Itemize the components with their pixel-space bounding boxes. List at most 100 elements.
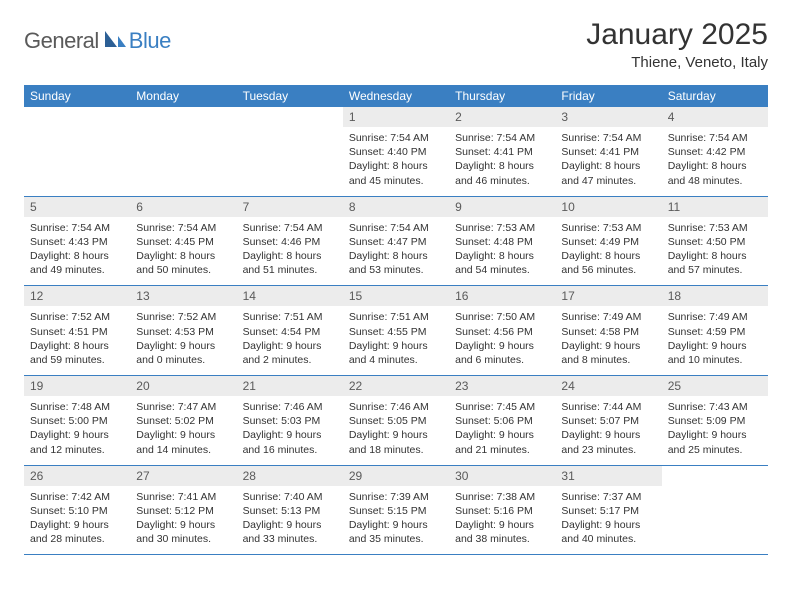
day-number-cell: 16: [449, 286, 555, 307]
day-info-cell: [24, 127, 130, 196]
day-number-cell: [24, 107, 130, 127]
day-number-cell: [662, 465, 768, 486]
day-number-cell: 13: [130, 286, 236, 307]
sunset-line: Sunset: 4:47 PM: [349, 235, 443, 249]
dow-sunday: Sunday: [24, 85, 130, 107]
sunrise-line: Sunrise: 7:48 AM: [30, 400, 124, 414]
day-info-cell: Sunrise: 7:50 AMSunset: 4:56 PMDaylight:…: [449, 306, 555, 375]
day-info-cell: Sunrise: 7:52 AMSunset: 4:51 PMDaylight:…: [24, 306, 130, 375]
daylight-line: Daylight: 8 hours and 46 minutes.: [455, 159, 549, 187]
calendar-grid: Sunday Monday Tuesday Wednesday Thursday…: [24, 85, 768, 555]
day-info-cell: Sunrise: 7:37 AMSunset: 5:17 PMDaylight:…: [555, 486, 661, 555]
day-number-cell: 2: [449, 107, 555, 127]
sunset-line: Sunset: 5:02 PM: [136, 414, 230, 428]
sunset-line: Sunset: 4:50 PM: [668, 235, 762, 249]
daylight-line: Daylight: 8 hours and 49 minutes.: [30, 249, 124, 277]
day-info-cell: Sunrise: 7:52 AMSunset: 4:53 PMDaylight:…: [130, 306, 236, 375]
daylight-line: Daylight: 8 hours and 45 minutes.: [349, 159, 443, 187]
day-info-cell: [130, 127, 236, 196]
daylight-line: Daylight: 9 hours and 4 minutes.: [349, 339, 443, 367]
dow-thursday: Thursday: [449, 85, 555, 107]
day-info-cell: Sunrise: 7:53 AMSunset: 4:48 PMDaylight:…: [449, 217, 555, 286]
day-number-cell: 19: [24, 376, 130, 397]
day-number-cell: 23: [449, 376, 555, 397]
sunrise-line: Sunrise: 7:42 AM: [30, 490, 124, 504]
daylight-line: Daylight: 9 hours and 18 minutes.: [349, 428, 443, 456]
sunrise-line: Sunrise: 7:46 AM: [349, 400, 443, 414]
sunset-line: Sunset: 4:49 PM: [561, 235, 655, 249]
daylight-line: Daylight: 9 hours and 25 minutes.: [668, 428, 762, 456]
title-block: January 2025 Thiene, Veneto, Italy: [586, 18, 768, 71]
day-number-cell: 30: [449, 465, 555, 486]
day-info-cell: [662, 486, 768, 555]
day-info-cell: Sunrise: 7:47 AMSunset: 5:02 PMDaylight:…: [130, 396, 236, 465]
daynum-row: 262728293031: [24, 465, 768, 486]
sunset-line: Sunset: 4:59 PM: [668, 325, 762, 339]
day-number-cell: 22: [343, 376, 449, 397]
sunrise-line: Sunrise: 7:40 AM: [243, 490, 337, 504]
calendar-body: 1234Sunrise: 7:54 AMSunset: 4:40 PMDayli…: [24, 107, 768, 555]
day-number-cell: 18: [662, 286, 768, 307]
sunset-line: Sunset: 5:05 PM: [349, 414, 443, 428]
sunset-line: Sunset: 4:40 PM: [349, 145, 443, 159]
sunrise-line: Sunrise: 7:51 AM: [243, 310, 337, 324]
sunset-line: Sunset: 4:53 PM: [136, 325, 230, 339]
day-number-cell: 8: [343, 196, 449, 217]
daylight-line: Daylight: 8 hours and 53 minutes.: [349, 249, 443, 277]
day-info-cell: Sunrise: 7:42 AMSunset: 5:10 PMDaylight:…: [24, 486, 130, 555]
day-number-cell: 20: [130, 376, 236, 397]
sunrise-line: Sunrise: 7:54 AM: [349, 221, 443, 235]
sunrise-line: Sunrise: 7:41 AM: [136, 490, 230, 504]
day-info-cell: Sunrise: 7:40 AMSunset: 5:13 PMDaylight:…: [237, 486, 343, 555]
location-subtitle: Thiene, Veneto, Italy: [586, 54, 768, 71]
day-info-cell: Sunrise: 7:54 AMSunset: 4:40 PMDaylight:…: [343, 127, 449, 196]
daylight-line: Daylight: 9 hours and 16 minutes.: [243, 428, 337, 456]
day-info-cell: Sunrise: 7:46 AMSunset: 5:03 PMDaylight:…: [237, 396, 343, 465]
sunset-line: Sunset: 4:58 PM: [561, 325, 655, 339]
sunrise-line: Sunrise: 7:52 AM: [30, 310, 124, 324]
day-info-cell: Sunrise: 7:38 AMSunset: 5:16 PMDaylight:…: [449, 486, 555, 555]
sunrise-line: Sunrise: 7:47 AM: [136, 400, 230, 414]
sunrise-line: Sunrise: 7:45 AM: [455, 400, 549, 414]
calendar-page: General Blue January 2025 Thiene, Veneto…: [0, 0, 792, 555]
day-info-cell: Sunrise: 7:41 AMSunset: 5:12 PMDaylight:…: [130, 486, 236, 555]
day-number-cell: 29: [343, 465, 449, 486]
day-number-cell: 4: [662, 107, 768, 127]
day-info-cell: Sunrise: 7:54 AMSunset: 4:46 PMDaylight:…: [237, 217, 343, 286]
sunrise-line: Sunrise: 7:39 AM: [349, 490, 443, 504]
daynum-row: 1234: [24, 107, 768, 127]
sunrise-line: Sunrise: 7:54 AM: [30, 221, 124, 235]
day-info-row: Sunrise: 7:48 AMSunset: 5:00 PMDaylight:…: [24, 396, 768, 465]
daylight-line: Daylight: 9 hours and 21 minutes.: [455, 428, 549, 456]
day-info-cell: [237, 127, 343, 196]
sunset-line: Sunset: 4:42 PM: [668, 145, 762, 159]
day-info-cell: Sunrise: 7:51 AMSunset: 4:55 PMDaylight:…: [343, 306, 449, 375]
day-info-cell: Sunrise: 7:49 AMSunset: 4:59 PMDaylight:…: [662, 306, 768, 375]
dow-wednesday: Wednesday: [343, 85, 449, 107]
day-of-week-header-row: Sunday Monday Tuesday Wednesday Thursday…: [24, 85, 768, 107]
sunset-line: Sunset: 4:55 PM: [349, 325, 443, 339]
daylight-line: Daylight: 8 hours and 51 minutes.: [243, 249, 337, 277]
dow-friday: Friday: [555, 85, 661, 107]
sunset-line: Sunset: 5:06 PM: [455, 414, 549, 428]
sunset-line: Sunset: 5:03 PM: [243, 414, 337, 428]
sunrise-line: Sunrise: 7:54 AM: [349, 131, 443, 145]
sunset-line: Sunset: 4:48 PM: [455, 235, 549, 249]
day-number-cell: 15: [343, 286, 449, 307]
sunrise-line: Sunrise: 7:52 AM: [136, 310, 230, 324]
sunrise-line: Sunrise: 7:38 AM: [455, 490, 549, 504]
daylight-line: Daylight: 9 hours and 10 minutes.: [668, 339, 762, 367]
sunset-line: Sunset: 5:13 PM: [243, 504, 337, 518]
daylight-line: Daylight: 9 hours and 0 minutes.: [136, 339, 230, 367]
day-info-cell: Sunrise: 7:54 AMSunset: 4:45 PMDaylight:…: [130, 217, 236, 286]
sunset-line: Sunset: 4:43 PM: [30, 235, 124, 249]
day-number-cell: [237, 107, 343, 127]
day-info-cell: Sunrise: 7:53 AMSunset: 4:49 PMDaylight:…: [555, 217, 661, 286]
daylight-line: Daylight: 8 hours and 47 minutes.: [561, 159, 655, 187]
day-info-row: Sunrise: 7:52 AMSunset: 4:51 PMDaylight:…: [24, 306, 768, 375]
daylight-line: Daylight: 8 hours and 57 minutes.: [668, 249, 762, 277]
daylight-line: Daylight: 9 hours and 6 minutes.: [455, 339, 549, 367]
daylight-line: Daylight: 9 hours and 38 minutes.: [455, 518, 549, 546]
day-number-cell: 27: [130, 465, 236, 486]
day-number-cell: 28: [237, 465, 343, 486]
